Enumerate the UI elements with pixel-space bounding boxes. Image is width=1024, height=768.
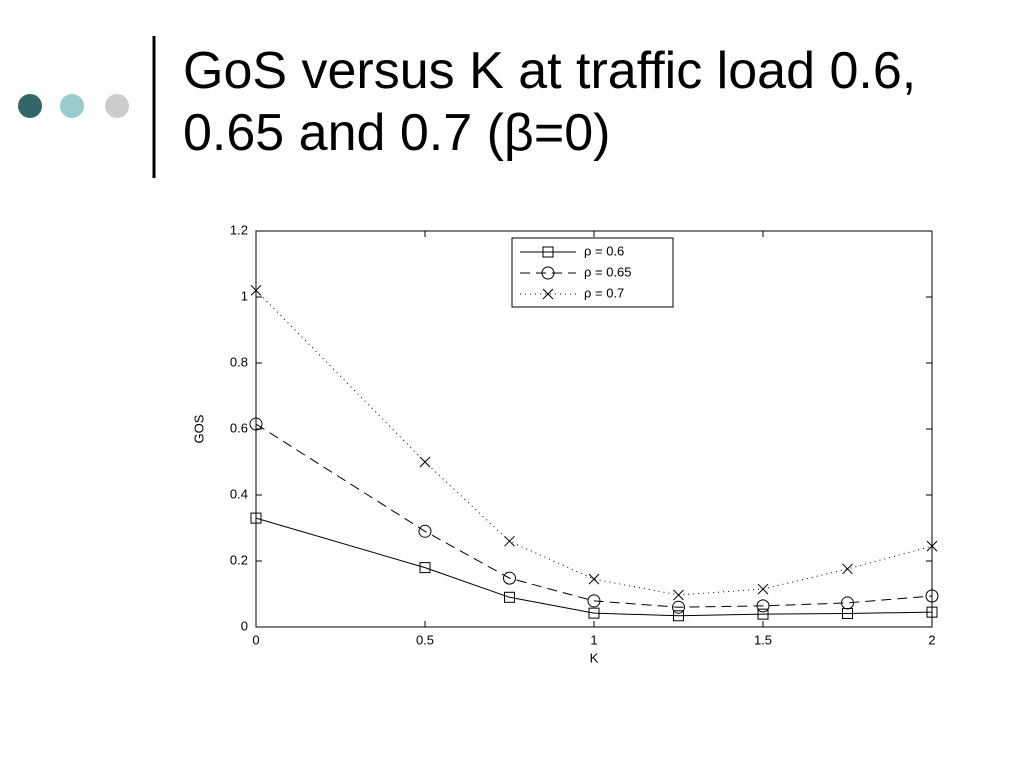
legend-label: ρ = 0.6 (584, 243, 624, 258)
marker (588, 607, 600, 619)
legend-marker (542, 288, 554, 300)
marker (842, 563, 853, 575)
marker (926, 540, 938, 552)
marker (504, 535, 515, 547)
x-tick-label: 2 (928, 632, 935, 647)
marker (673, 589, 684, 601)
marker (503, 571, 516, 585)
series-line (255, 423, 933, 608)
marker (250, 512, 262, 524)
marker (756, 599, 770, 613)
marker (673, 610, 684, 622)
y-tick-label: 0.6 (230, 420, 248, 435)
y-tick-label: 1 (241, 288, 248, 303)
legend-marker (542, 246, 554, 258)
y-axis-label: GOS (191, 414, 206, 443)
x-tick-label: 0 (252, 632, 259, 647)
legend-label: ρ = 0.7 (584, 285, 624, 300)
slide-title: GoS versus K at traffic load 0.6, 0.65 a… (183, 42, 917, 162)
marker (757, 583, 769, 595)
series-line (255, 517, 933, 617)
series-line (255, 290, 933, 596)
marker (925, 589, 939, 603)
marker (418, 524, 432, 538)
legend: ρ = 0.6 ρ = 0.65 ρ = 0.7 (511, 237, 674, 308)
x-tick-label: 1.5 (754, 632, 772, 647)
legend-label: ρ = 0.65 (584, 264, 632, 279)
y-tick-label: 0.8 (230, 354, 248, 369)
marker (587, 594, 601, 608)
y-tick-label: 0 (241, 618, 248, 633)
marker (926, 606, 938, 618)
bullet-dot (60, 94, 84, 118)
x-tick-label: 1 (590, 632, 597, 647)
marker (588, 573, 600, 585)
marker (841, 596, 854, 610)
legend-marker (541, 266, 555, 280)
marker (249, 417, 263, 431)
marker (419, 456, 431, 468)
y-tick-label: 0.4 (230, 486, 248, 501)
marker (250, 285, 262, 296)
y-tick-label: 0.2 (230, 552, 248, 567)
bullet-dot (105, 94, 129, 118)
x-tick-label: 0.5 (416, 632, 434, 647)
y-tick-label: 1.2 (230, 222, 248, 237)
marker (757, 608, 769, 620)
marker (419, 562, 431, 574)
marker (672, 600, 685, 614)
marker (504, 591, 515, 603)
bullet-dot (18, 94, 42, 118)
x-axis-label: K (590, 650, 599, 665)
